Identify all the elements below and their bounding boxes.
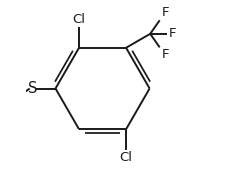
Text: S: S — [28, 81, 37, 96]
Text: Cl: Cl — [119, 151, 132, 164]
Text: F: F — [161, 48, 168, 61]
Text: F: F — [161, 6, 168, 19]
Text: Cl: Cl — [72, 13, 85, 26]
Text: F: F — [168, 27, 175, 40]
